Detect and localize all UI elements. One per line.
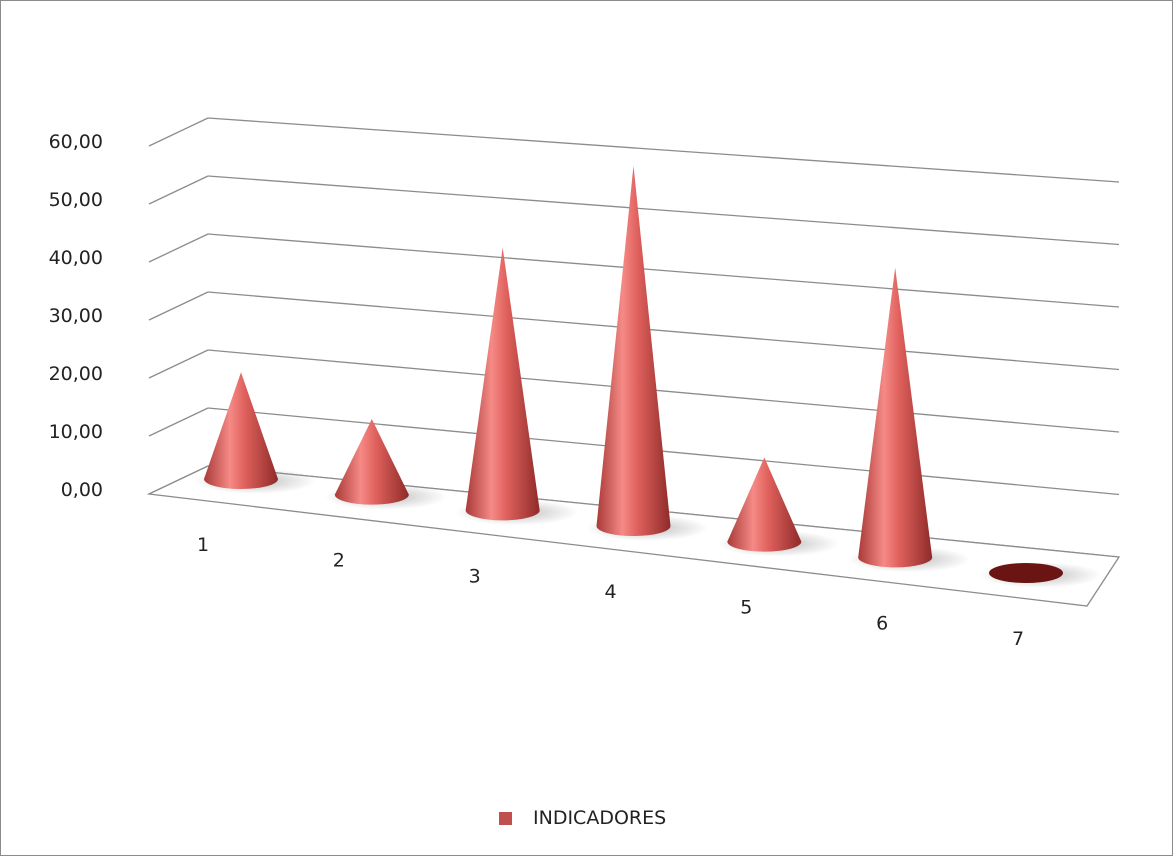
gridline <box>207 175 1120 246</box>
legend: INDICADORES <box>499 806 666 830</box>
x-tick-label: 5 <box>740 597 752 619</box>
gridline-connector <box>148 175 209 205</box>
x-tick-label: 7 <box>1012 628 1024 650</box>
cone <box>858 267 933 568</box>
cone-body <box>727 457 802 552</box>
cone-body <box>858 267 933 568</box>
cone-body <box>465 247 540 521</box>
cone-body <box>596 165 671 536</box>
cone-body <box>334 418 409 505</box>
gridline-connector <box>148 349 209 379</box>
y-tick-label: 30,00 <box>49 305 103 327</box>
y-tick-label: 50,00 <box>49 189 103 211</box>
cone <box>334 418 409 505</box>
cone-base-zero <box>989 563 1063 583</box>
y-tick-label: 0,00 <box>61 479 103 501</box>
legend-swatch <box>499 811 512 825</box>
gridline <box>207 233 1120 308</box>
y-tick-label: 20,00 <box>49 363 103 385</box>
gridline <box>207 349 1120 433</box>
y-tick-label: 40,00 <box>49 247 103 269</box>
y-tick-label: 10,00 <box>49 421 103 443</box>
x-tick-label: 2 <box>333 550 345 572</box>
cone <box>204 372 278 489</box>
y-tick-label: 60,00 <box>49 131 103 153</box>
gridline <box>207 117 1120 183</box>
cone <box>465 247 540 521</box>
x-tick-label: 4 <box>604 581 616 603</box>
gridline-connector <box>148 407 209 437</box>
gridline-connector <box>148 291 209 321</box>
x-tick-label: 3 <box>469 565 481 587</box>
gridline-connector <box>148 233 209 263</box>
cone <box>596 165 671 536</box>
x-tick-label: 6 <box>876 612 888 634</box>
gridline <box>207 407 1120 496</box>
x-tick-label: 1 <box>197 534 209 556</box>
legend-label: INDICADORES <box>533 807 667 829</box>
gridline <box>207 291 1120 371</box>
cone-body <box>204 372 278 489</box>
gridline-connector <box>148 117 209 147</box>
cone <box>727 457 802 552</box>
